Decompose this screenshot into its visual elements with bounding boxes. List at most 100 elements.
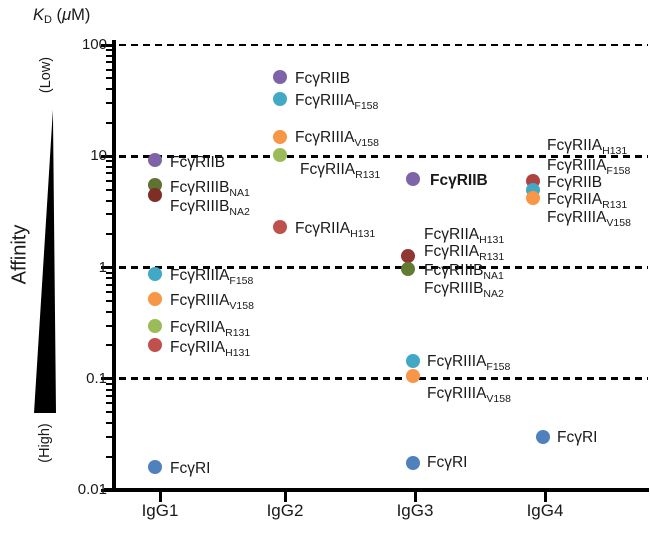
x-axis-tick: [543, 492, 547, 502]
y-axis-minor-tick: [106, 188, 113, 191]
data-point-igg3-fcgriiia-v158: [406, 368, 420, 383]
point-label-subscript: H131: [602, 144, 628, 157]
point-label-subscript: F158: [229, 274, 254, 287]
y-axis-minor-tick: [106, 166, 113, 169]
y-axis-minor-tick: [106, 199, 113, 202]
x-axis-line: [104, 488, 649, 492]
y-axis-minor-tick: [106, 213, 113, 216]
y-axis-tick: [101, 266, 113, 269]
data-point-igg1-fcgriiia-v158: [148, 292, 162, 307]
point-label-subscript: H131: [479, 233, 505, 246]
y-axis-title-sub: D: [44, 14, 52, 26]
data-point-igg1-fcgri: [148, 460, 162, 475]
point-label-subscript: NA2: [483, 287, 504, 300]
data-point-igg2-fcgriiia-f158: [273, 91, 287, 106]
x-tick-label: IgG1: [141, 501, 179, 520]
point-label: FcγRIIIBNA2: [424, 279, 504, 300]
y-axis-minor-tick: [106, 394, 113, 397]
point-label: FcγRI: [427, 454, 468, 472]
y-axis-minor-tick: [106, 299, 113, 302]
point-label-subscript: F158: [486, 360, 511, 373]
y-axis-title-close: M): [71, 6, 91, 24]
data-point-igg1-fcgriia-h131: [148, 338, 162, 353]
point-label: FcγRIIIBNA2: [170, 198, 250, 219]
point-label: FcγRIIAR131: [424, 243, 505, 264]
point-label: FcγRIIIAF158: [427, 352, 511, 373]
point-label: FcγRIIIBNA1: [170, 179, 250, 200]
y-axis-minor-tick: [106, 102, 113, 105]
y-axis-minor-tick: [106, 344, 113, 347]
data-point-igg3-fcgriib: [406, 171, 420, 186]
y-axis-minor-tick: [106, 277, 113, 280]
point-label: FcγRIIIAV158: [170, 292, 254, 313]
low-affinity-label: (Low): [38, 56, 54, 94]
point-label-subscript: V158: [354, 137, 379, 150]
point-label-subscript: NA1: [229, 187, 250, 200]
point-label-subscript: V158: [229, 300, 254, 313]
point-label-subscript: NA2: [229, 206, 250, 219]
point-label: FcγRIIAH131: [424, 225, 505, 246]
y-axis-minor-tick: [106, 310, 113, 313]
y-axis-title: KD (μM): [33, 6, 90, 26]
point-label: FcγRIIAR131: [170, 318, 251, 339]
point-label-subscript: R131: [225, 326, 251, 339]
data-point-igg4-fcgri: [536, 429, 550, 444]
y-tick-label: 1: [98, 258, 107, 276]
y-axis-tick: [101, 377, 113, 381]
y-axis-minor-tick: [106, 283, 113, 286]
y-axis-minor-tick: [106, 382, 113, 385]
point-label: FcγRIIIAF158: [547, 156, 631, 177]
point-label-subscript: NA1: [483, 269, 504, 282]
point-label: FcγRIIAR131: [547, 190, 628, 211]
y-axis-minor-tick: [106, 324, 113, 327]
y-axis-minor-tick: [106, 68, 113, 71]
y-axis-minor-tick: [106, 411, 113, 414]
data-point-igg1-fcgriiia-f158: [148, 267, 162, 282]
x-tick-label: IgG4: [526, 501, 564, 520]
gridline: [119, 377, 648, 381]
point-label: FcγRIIIAV158: [295, 129, 379, 150]
y-axis-minor-tick: [106, 54, 113, 57]
data-point-igg3-fcgriia-h131-r131: [401, 248, 415, 263]
y-axis-title-k: K: [33, 6, 45, 24]
point-label: FcγRIIAH131: [547, 136, 628, 157]
point-label: FcγRI: [170, 459, 211, 477]
x-axis-tick: [158, 492, 162, 502]
point-label: FcγRIIIAF158: [170, 266, 254, 287]
data-point-igg2-fcgriia-h131: [273, 219, 287, 234]
y-axis-title-open: (: [51, 6, 63, 24]
y-axis-minor-tick: [106, 88, 113, 91]
y-tick-label: 100: [81, 36, 107, 53]
data-point-igg1-fcgriia-r131: [148, 318, 162, 333]
high-affinity-label: (High): [37, 423, 53, 463]
y-axis-minor-tick: [106, 49, 113, 52]
point-label-subscript: V158: [486, 392, 511, 405]
data-point-igg2-fcgriiia-v158: [273, 129, 287, 144]
point-label: FcγRIIAR131: [300, 161, 381, 181]
y-tick-label: 0.01: [77, 481, 107, 498]
y-axis-minor-tick: [106, 422, 113, 425]
x-axis-tick: [413, 492, 417, 502]
point-label: FcγRIIAH131: [170, 339, 251, 360]
point-label: FcγRIIB: [430, 172, 488, 190]
x-tick-label: IgG3: [396, 501, 434, 520]
gridline: [119, 43, 648, 47]
y-axis-minor-tick: [106, 455, 113, 458]
point-label-subscript: R131: [479, 251, 505, 264]
point-label: FcγRIIB: [170, 153, 226, 171]
point-label-subscript: F158: [606, 164, 631, 177]
point-label: FcγRIIIAV158: [427, 384, 511, 405]
y-axis-minor-tick: [106, 160, 113, 163]
point-label: FcγRIIB: [547, 174, 603, 192]
x-axis-tick: [283, 492, 287, 502]
point-label: FcγRIIIBNA1: [424, 261, 504, 282]
y-axis-minor-tick: [106, 61, 113, 64]
point-label-subscript: R131: [355, 169, 381, 181]
point-label: FcγRI: [557, 428, 598, 446]
point-label: FcγRIIAH131: [295, 220, 376, 241]
data-point-igg1-fcgriiib-na2: [148, 187, 162, 202]
point-label-subscript: V158: [606, 217, 631, 230]
y-tick-label: 10: [90, 147, 107, 165]
y-axis-minor-tick: [106, 121, 113, 124]
